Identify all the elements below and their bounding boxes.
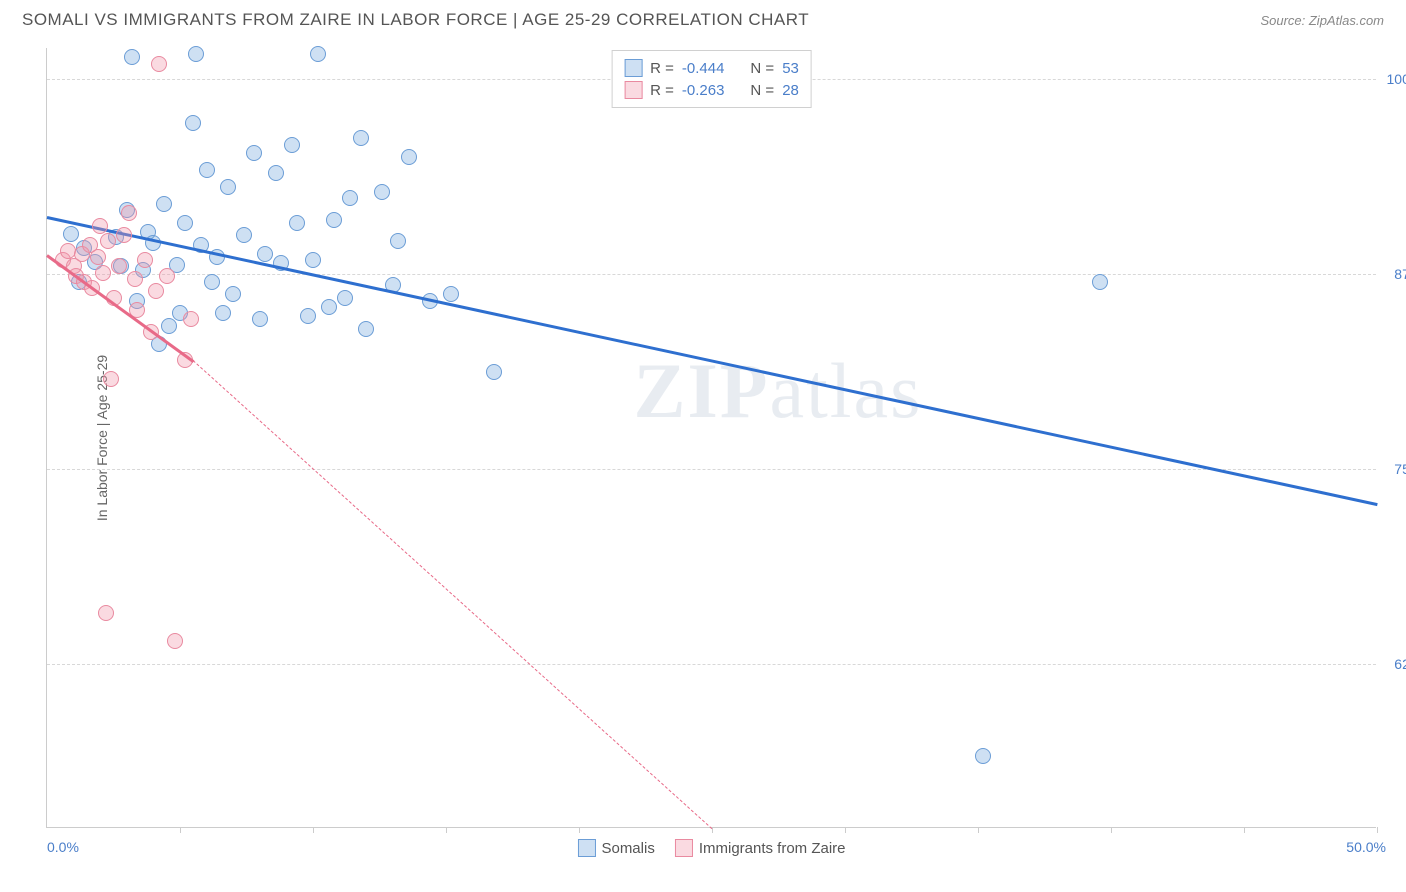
- scatter-point: [92, 218, 108, 234]
- scatter-point: [161, 318, 177, 334]
- scatter-point: [220, 179, 236, 195]
- trend-line: [193, 360, 712, 829]
- scatter-point: [321, 299, 337, 315]
- scatter-point: [284, 137, 300, 153]
- scatter-point: [199, 162, 215, 178]
- scatter-point: [98, 605, 114, 621]
- legend-series-label: Somalis: [601, 840, 654, 857]
- chart-header: SOMALI VS IMMIGRANTS FROM ZAIRE IN LABOR…: [0, 0, 1406, 38]
- x-tick: [1377, 827, 1378, 833]
- x-axis-max-label: 50.0%: [1346, 839, 1386, 855]
- x-tick: [1111, 827, 1112, 833]
- scatter-point: [124, 49, 140, 65]
- scatter-point: [337, 290, 353, 306]
- legend-n-label: N =: [750, 82, 774, 99]
- scatter-point: [225, 286, 241, 302]
- scatter-point: [401, 149, 417, 165]
- legend-r-label: R =: [650, 60, 674, 77]
- gridline: [47, 274, 1376, 275]
- legend-r-value: -0.444: [682, 60, 725, 77]
- x-tick: [579, 827, 580, 833]
- scatter-point: [159, 268, 175, 284]
- scatter-point: [300, 308, 316, 324]
- scatter-point: [188, 46, 204, 62]
- y-tick-label: 75.0%: [1384, 461, 1406, 477]
- scatter-point: [486, 364, 502, 380]
- scatter-point: [167, 633, 183, 649]
- legend-r-value: -0.263: [682, 82, 725, 99]
- legend-stats: R = -0.444 N = 53 R = -0.263 N = 28: [611, 50, 812, 108]
- scatter-point: [137, 252, 153, 268]
- chart-title: SOMALI VS IMMIGRANTS FROM ZAIRE IN LABOR…: [22, 10, 809, 30]
- scatter-point: [353, 130, 369, 146]
- scatter-point: [116, 227, 132, 243]
- scatter-point: [374, 184, 390, 200]
- scatter-point: [95, 265, 111, 281]
- legend-series-item: Somalis: [577, 839, 654, 857]
- x-tick: [978, 827, 979, 833]
- scatter-point: [215, 305, 231, 321]
- watermark: ZIPatlas: [633, 346, 922, 436]
- scatter-point: [156, 196, 172, 212]
- scatter-point: [111, 258, 127, 274]
- scatter-point: [185, 115, 201, 131]
- scatter-point: [252, 311, 268, 327]
- scatter-point: [305, 252, 321, 268]
- legend-swatch: [624, 81, 642, 99]
- scatter-point: [148, 283, 164, 299]
- gridline: [47, 664, 1376, 665]
- scatter-point: [257, 246, 273, 262]
- y-tick-label: 100.0%: [1384, 71, 1406, 87]
- scatter-point: [246, 145, 262, 161]
- scatter-point: [121, 205, 137, 221]
- legend-stats-row: R = -0.263 N = 28: [624, 79, 799, 101]
- x-tick: [845, 827, 846, 833]
- scatter-point: [326, 212, 342, 228]
- scatter-point: [103, 371, 119, 387]
- scatter-point: [289, 215, 305, 231]
- scatter-point: [310, 46, 326, 62]
- source-attribution: Source: ZipAtlas.com: [1260, 13, 1384, 28]
- scatter-point: [236, 227, 252, 243]
- scatter-point: [177, 215, 193, 231]
- x-tick: [446, 827, 447, 833]
- legend-r-label: R =: [650, 82, 674, 99]
- x-tick: [313, 827, 314, 833]
- legend-n-value: 53: [782, 60, 799, 77]
- scatter-point: [443, 286, 459, 302]
- scatter-point: [151, 56, 167, 72]
- legend-series-label: Immigrants from Zaire: [699, 840, 846, 857]
- y-tick-label: 62.5%: [1384, 656, 1406, 672]
- x-tick: [180, 827, 181, 833]
- scatter-point: [358, 321, 374, 337]
- legend-n-label: N =: [750, 60, 774, 77]
- scatter-point: [342, 190, 358, 206]
- scatter-point: [183, 311, 199, 327]
- trend-line: [47, 217, 1378, 507]
- scatter-chart: In Labor Force | Age 25-29 ZIPatlas 0.0%…: [46, 48, 1376, 828]
- scatter-point: [127, 271, 143, 287]
- scatter-point: [90, 249, 106, 265]
- scatter-point: [268, 165, 284, 181]
- legend-swatch: [624, 59, 642, 77]
- scatter-point: [390, 233, 406, 249]
- legend-swatch: [577, 839, 595, 857]
- scatter-point: [100, 233, 116, 249]
- scatter-point: [204, 274, 220, 290]
- scatter-point: [1092, 274, 1108, 290]
- scatter-point: [975, 748, 991, 764]
- gridline: [47, 469, 1376, 470]
- scatter-point: [63, 226, 79, 242]
- legend-n-value: 28: [782, 82, 799, 99]
- x-axis-min-label: 0.0%: [47, 839, 79, 855]
- y-tick-label: 87.5%: [1384, 266, 1406, 282]
- legend-stats-row: R = -0.444 N = 53: [624, 57, 799, 79]
- x-tick: [1244, 827, 1245, 833]
- legend-series-item: Immigrants from Zaire: [675, 839, 846, 857]
- legend-series: Somalis Immigrants from Zaire: [577, 839, 845, 857]
- legend-swatch: [675, 839, 693, 857]
